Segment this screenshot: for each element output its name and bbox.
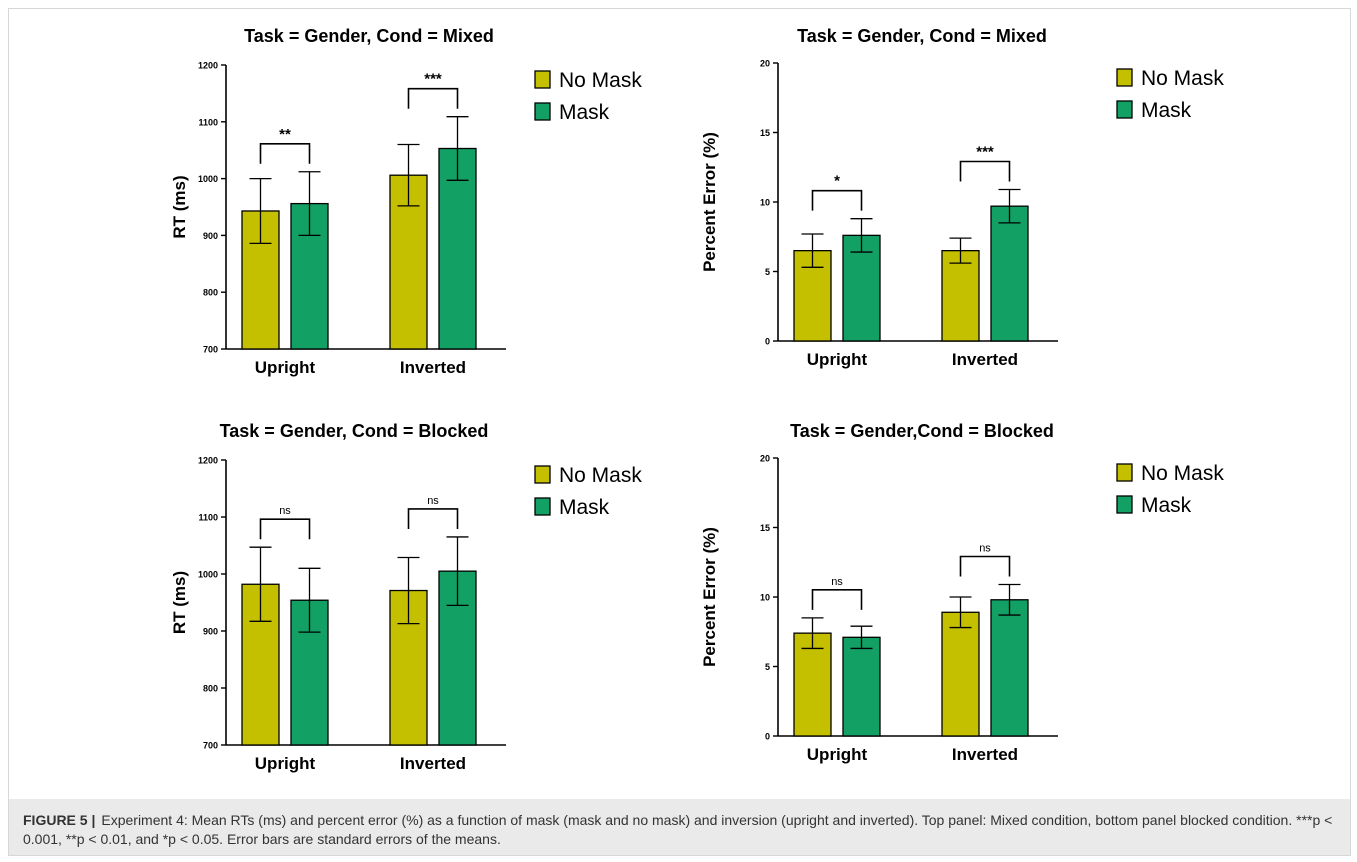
figure: Task = Gender, Cond = Mixed RT (ms) 700 800…: [8, 8, 1351, 856]
chart2-ytick-label-2: 10: [760, 198, 770, 208]
chart1-bar-inverted-mask: [438, 147, 477, 350]
chart3-xtick-label-1: Inverted: [400, 754, 466, 773]
chart2-title: Task = Gender, Cond = Mixed: [797, 26, 1047, 46]
chart2-significance-label-0: *: [834, 173, 840, 190]
chart2-significance-bracket-1: [959, 160, 1011, 182]
chart1-ytick-label-4: 1100: [198, 117, 218, 127]
chart4-significance-bracket-1: [959, 555, 1011, 577]
chart1-legend-label-1: Mask: [559, 101, 610, 124]
chart1-ylabel: RT (ms): [170, 175, 189, 238]
chart3-significance-bracket-0: [259, 518, 311, 540]
chart2-ylabel: Percent Error (%): [700, 132, 719, 272]
chart4: Task = Gender,Cond = Blocked Percent Erro…: [700, 421, 1224, 764]
chart2-bar-inverted-mask: [990, 205, 1029, 342]
chart4-legend-swatch-1: [1116, 495, 1133, 514]
chart3-title: Task = Gender, Cond = Blocked: [220, 421, 489, 441]
chart3-ytick-label-4: 1100: [198, 513, 218, 523]
chart2-xtick-label-0: Upright: [807, 350, 868, 369]
chart4-bar-inverted-no-mask: [941, 611, 980, 737]
caption-box: FIGURE 5 | Experiment 4: Mean RTs (ms) an…: [9, 799, 1350, 855]
chart4-title: Task = Gender,Cond = Blocked: [790, 421, 1054, 441]
chart3-ytick-label-2: 900: [203, 627, 218, 637]
chart3-significance-bracket-1: [407, 508, 459, 529]
chart1-ytick-label-0: 700: [203, 345, 218, 355]
chart4-legend-label-0: No Mask: [1141, 462, 1224, 485]
chart3-ytick-label-5: 1200: [198, 456, 218, 466]
chart2-significance-label-1: ***: [976, 143, 994, 160]
chart1-title: Task = Gender, Cond = Mixed: [244, 26, 494, 46]
chart1-significance-label-1: ***: [424, 71, 442, 88]
chart3: Task = Gender, Cond = Blocked RT (ms) 700 8…: [170, 421, 642, 773]
chart1-xtick-label-0: Upright: [255, 358, 316, 377]
chart2-legend-swatch-0: [1116, 68, 1133, 87]
chart2-significance-bracket-0: [811, 189, 863, 211]
chart2-legend-swatch-1: [1116, 100, 1133, 119]
chart2-xtick-label-1: Inverted: [952, 350, 1018, 369]
chart3-significance-label-1: ns: [427, 495, 439, 507]
chart4-ytick-label-1: 5: [765, 662, 770, 672]
chart3-ytick-label-0: 700: [203, 741, 218, 751]
chart4-ylabel: Percent Error (%): [700, 527, 719, 667]
chart3-xtick-label-0: Upright: [255, 754, 316, 773]
chart4-bar-upright-no-mask: [793, 632, 832, 737]
chart4-legend-swatch-0: [1116, 463, 1133, 482]
chart3-legend-label-0: No Mask: [559, 464, 642, 487]
chart2-legend-label-1: Mask: [1141, 99, 1192, 122]
chart1: Task = Gender, Cond = Mixed RT (ms) 700 800…: [170, 26, 642, 377]
caption-text: Experiment 4: Mean RTs (ms) and percent …: [23, 812, 1333, 847]
chart3-significance-label-0: ns: [279, 505, 291, 517]
chart1-ytick-label-3: 1000: [198, 174, 218, 184]
figure-caption: FIGURE 5 | Experiment 4: Mean RTs (ms) an…: [23, 811, 1333, 849]
chart4-bar-upright-mask: [842, 636, 881, 737]
chart4-legend-label-1: Mask: [1141, 494, 1192, 517]
chart1-significance-bracket-0: [259, 142, 311, 164]
chart1-significance-label-0: **: [279, 126, 291, 143]
chart2-ytick-label-1: 5: [765, 267, 770, 277]
chart1-xtick-label-1: Inverted: [400, 358, 466, 377]
chart3-legend-swatch-0: [534, 465, 551, 484]
chart2-ytick-label-3: 15: [760, 128, 770, 138]
figure-charts: Task = Gender, Cond = Mixed RT (ms) 700 800…: [170, 26, 1224, 773]
chart1-ytick-label-5: 1200: [198, 61, 218, 71]
caption-label: FIGURE 5 |: [23, 812, 96, 828]
chart4-ytick-label-3: 15: [760, 523, 770, 533]
chart2-ytick-label-4: 20: [760, 59, 770, 69]
chart1-legend-swatch-1: [534, 102, 551, 121]
chart4-ytick-label-4: 20: [760, 454, 770, 464]
chart4-bar-inverted-mask: [990, 599, 1029, 737]
chart1-ytick-label-2: 900: [203, 231, 218, 241]
chart1-significance-bracket-1: [407, 87, 459, 109]
chart2-bar-inverted-no-mask: [941, 249, 980, 342]
chart2-bar-upright-mask: [842, 234, 881, 342]
chart3-legend-swatch-1: [534, 497, 551, 516]
chart4-significance-label-0: ns: [831, 576, 843, 588]
chart4-significance-bracket-0: [811, 589, 863, 610]
chart3-ylabel: RT (ms): [170, 571, 189, 634]
chart4-xtick-label-0: Upright: [807, 745, 868, 764]
chart2-legend-label-0: No Mask: [1141, 67, 1224, 90]
chart3-legend-label-1: Mask: [559, 496, 610, 519]
chart1-ytick-label-1: 800: [203, 288, 218, 298]
chart2: Task = Gender, Cond = Mixed Percent Error…: [700, 26, 1224, 369]
chart4-ytick-label-2: 10: [760, 593, 770, 603]
chart4-xtick-label-1: Inverted: [952, 745, 1018, 764]
chart4-ytick-label-0: 0: [765, 732, 770, 742]
chart4-significance-label-1: ns: [979, 542, 991, 554]
chart3-ytick-label-3: 1000: [198, 570, 218, 580]
chart2-ytick-label-0: 0: [765, 337, 770, 347]
chart3-ytick-label-1: 800: [203, 684, 218, 694]
chart1-legend-swatch-0: [534, 70, 551, 89]
chart1-legend-label-0: No Mask: [559, 69, 642, 92]
